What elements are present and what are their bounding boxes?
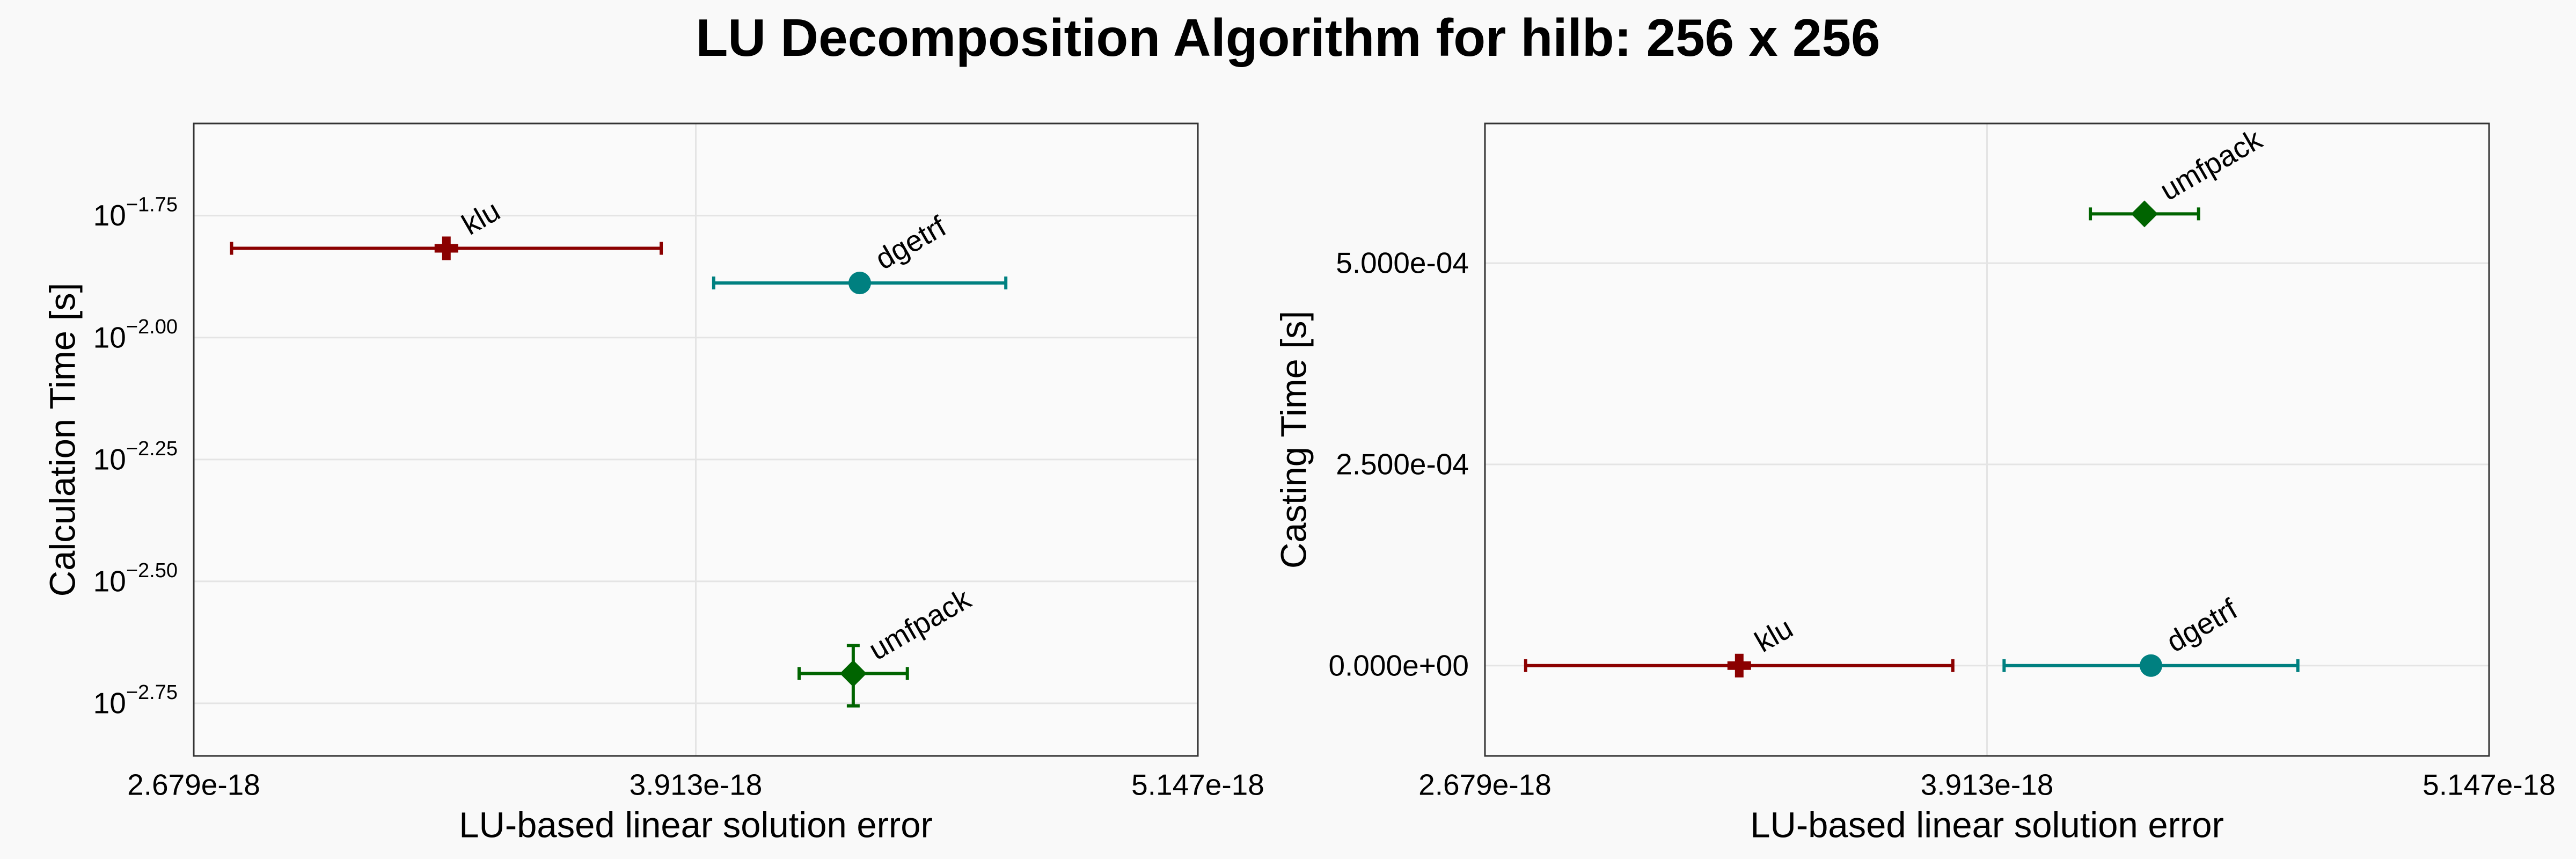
plot-frame bbox=[193, 122, 1199, 757]
tick-exponent: −2.00 bbox=[126, 316, 178, 338]
x-axis-label: LU-based linear solution error bbox=[459, 805, 933, 846]
y-tick-label: 0.000e+00 bbox=[1328, 649, 1469, 682]
x-tick-label: 3.913e-18 bbox=[1921, 768, 2054, 802]
y-axis-label: Calculation Time [s] bbox=[43, 283, 83, 597]
y-axis-label: Casting Time [s] bbox=[1274, 311, 1314, 569]
y-tick-label: 2.500e-04 bbox=[1336, 447, 1469, 481]
x-tick-label: 2.679e-18 bbox=[1418, 768, 1552, 802]
marker bbox=[839, 660, 867, 687]
marker bbox=[2131, 200, 2158, 228]
x-tick-label: 5.147e-18 bbox=[1131, 768, 1264, 802]
marker bbox=[1727, 653, 1751, 678]
y-tick-label: 10−2.00 bbox=[93, 316, 178, 354]
plot-frame bbox=[1484, 122, 2490, 757]
marker bbox=[2140, 654, 2163, 677]
y-tick-label: 10−2.25 bbox=[93, 438, 178, 476]
tick-exponent: −1.75 bbox=[126, 194, 178, 216]
figure-title: LU Decomposition Algorithm for hilb: 256… bbox=[696, 8, 1880, 67]
y-tick-label: 10−2.50 bbox=[93, 559, 178, 598]
y-tick-label: 10−2.75 bbox=[93, 681, 178, 720]
y-tick-label: 10−1.75 bbox=[93, 194, 178, 232]
tick-exponent: −2.25 bbox=[126, 438, 178, 460]
y-tick-label: 5.000e-04 bbox=[1336, 246, 1469, 280]
x-tick-label: 5.147e-18 bbox=[2423, 768, 2556, 802]
x-tick-label: 3.913e-18 bbox=[630, 768, 763, 802]
tick-exponent: −2.75 bbox=[126, 681, 178, 704]
x-tick-label: 2.679e-18 bbox=[127, 768, 260, 802]
x-axis-label: LU-based linear solution error bbox=[1750, 805, 2224, 846]
tick-exponent: −2.50 bbox=[126, 559, 178, 582]
marker bbox=[848, 272, 872, 295]
marker bbox=[434, 236, 458, 260]
